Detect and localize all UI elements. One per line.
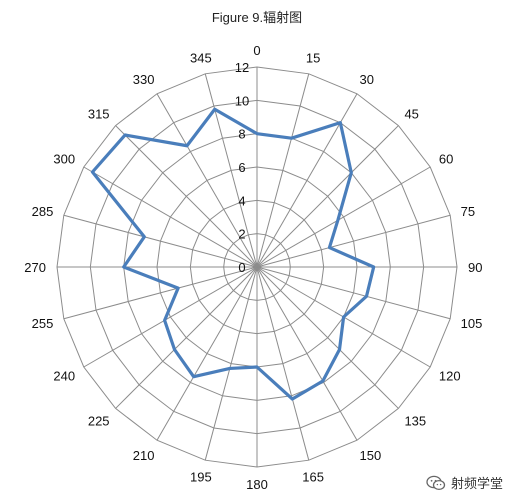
angle-label-15: 15 xyxy=(306,50,320,65)
grid-spoke-285 xyxy=(63,214,258,268)
angle-label-60: 60 xyxy=(439,152,453,167)
chart-title: Figure 9.辐射图 xyxy=(212,10,302,25)
angle-label-180: 180 xyxy=(246,477,268,492)
angle-label-135: 135 xyxy=(404,413,426,428)
radar-grid xyxy=(56,66,458,468)
grid-spoke-15 xyxy=(256,73,310,268)
grid-spoke-60 xyxy=(256,166,431,268)
radial-tick-label: 10 xyxy=(235,93,249,108)
angle-label-210: 210 xyxy=(133,448,155,463)
grid-spoke-165 xyxy=(256,266,310,461)
angle-label-300: 300 xyxy=(53,152,75,167)
series-layer xyxy=(90,107,376,401)
angle-label-240: 240 xyxy=(53,369,75,384)
grid-spoke-255 xyxy=(63,266,258,320)
grid-spoke-330 xyxy=(156,93,258,268)
angle-label-225: 225 xyxy=(88,413,110,428)
radial-tick-label: 8 xyxy=(238,127,245,142)
radial-tick-label: 2 xyxy=(238,227,245,242)
angle-label-30: 30 xyxy=(360,72,374,87)
grid-spoke-315 xyxy=(115,125,258,268)
grid-spoke-195 xyxy=(204,266,258,461)
wechat-icon xyxy=(426,475,446,490)
radial-tick-label: 12 xyxy=(235,60,249,75)
angle-label-0: 0 xyxy=(253,43,260,58)
angle-label-255: 255 xyxy=(32,316,54,331)
grid-spoke-210 xyxy=(156,266,258,441)
angle-label-165: 165 xyxy=(302,470,324,485)
angle-label-270: 270 xyxy=(24,260,46,275)
angle-label-330: 330 xyxy=(133,72,155,87)
angle-label-45: 45 xyxy=(404,107,418,122)
radial-tick-labels: 0 2 4 6 8 10 12 xyxy=(235,60,249,275)
angle-label-75: 75 xyxy=(461,204,475,219)
watermark: 射频学堂 xyxy=(426,473,503,492)
radial-tick-label: 6 xyxy=(238,160,245,175)
angle-labels: 0 153045607590105120135150165180195210225… xyxy=(24,43,482,492)
angle-label-90: 90 xyxy=(468,260,482,275)
grid-spoke-30 xyxy=(256,93,358,268)
grid-spoke-300 xyxy=(83,166,258,268)
angle-label-195: 195 xyxy=(190,470,212,485)
radial-tick-label: 0 xyxy=(238,260,245,275)
angle-label-150: 150 xyxy=(360,448,382,463)
angle-label-105: 105 xyxy=(461,316,483,331)
grid-spoke-150 xyxy=(256,266,358,441)
angle-label-120: 120 xyxy=(439,369,461,384)
angle-label-345: 345 xyxy=(190,50,212,65)
angle-label-315: 315 xyxy=(88,107,110,122)
grid-spoke-225 xyxy=(115,266,258,409)
grid-spoke-135 xyxy=(256,266,399,409)
grid-spoke-75 xyxy=(256,214,451,268)
grid-spoke-45 xyxy=(256,125,399,268)
grid-spoke-240 xyxy=(83,266,258,368)
grid-spoke-345 xyxy=(204,73,258,268)
series-line xyxy=(90,107,376,401)
radial-tick-label: 4 xyxy=(238,193,245,208)
watermark-text: 射频学堂 xyxy=(450,477,503,492)
grid-spoke-105 xyxy=(256,266,451,320)
angle-label-285: 285 xyxy=(32,204,54,219)
